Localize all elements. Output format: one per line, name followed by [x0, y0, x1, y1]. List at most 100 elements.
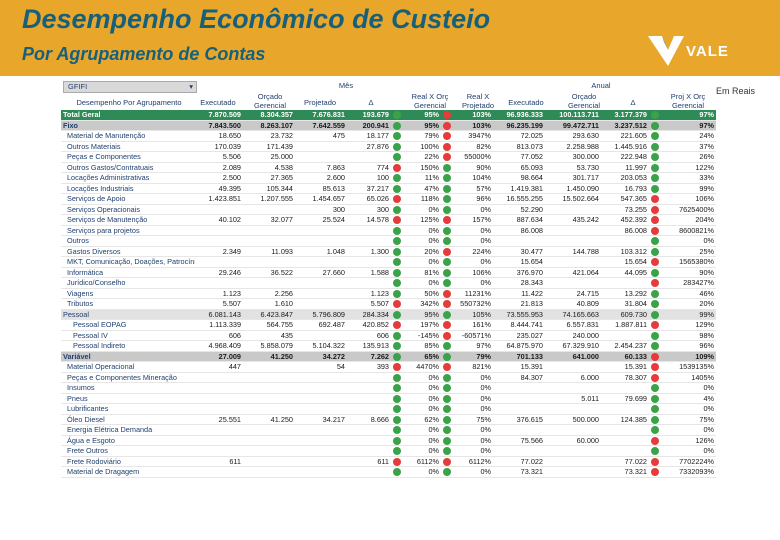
cell-orc: 5.858.079: [243, 340, 295, 352]
status-cell: [649, 340, 661, 352]
green-status-dot-icon: [651, 331, 659, 340]
cell-exec: 2.089: [195, 162, 243, 173]
cell-orc_a: 641.000: [545, 351, 601, 362]
filter-dropdown[interactable]: GFIFI ▾: [63, 81, 197, 93]
green-status-dot-icon: [443, 205, 451, 214]
status-cell: [441, 414, 453, 425]
cell-delta_a: 1.445.916: [601, 141, 649, 152]
cell-exec_a: 72.025: [493, 130, 545, 142]
col-exec-header: Executado: [200, 98, 236, 107]
page-subtitle: Por Agrupamento de Contas: [22, 44, 266, 64]
cell-realxp: 550732%: [453, 298, 493, 310]
cell-exec: 49.395: [195, 183, 243, 194]
row-label: Pessoal EOPAG: [61, 319, 195, 331]
red-status-dot-icon: [651, 258, 659, 267]
status-cell: [649, 414, 661, 425]
cell-orc: [243, 466, 295, 478]
cell-delta: 8.666: [347, 414, 391, 425]
cell-realx: 0%: [403, 225, 441, 236]
cell-exec_a: 11.422: [493, 288, 545, 299]
green-status-dot-icon: [443, 468, 451, 477]
status-cell: [391, 120, 403, 131]
cell-delta: [347, 372, 391, 383]
green-status-dot-icon: [651, 132, 659, 141]
status-cell: [391, 141, 403, 152]
cell-realxp: 0%: [453, 466, 493, 478]
cell-proj: 54: [295, 361, 347, 373]
status-cell: [649, 204, 661, 215]
cell-exec: [195, 235, 243, 247]
cell-orc: 4.538: [243, 162, 295, 173]
cell-orc_a: 240.000: [545, 330, 601, 341]
cell-realxp: 55000%: [453, 151, 493, 163]
cell-realxp: 224%: [453, 246, 493, 257]
cell-realxp: 0%: [453, 204, 493, 215]
cell-delta: 1.123: [347, 288, 391, 299]
cell-exec_a: 73.321: [493, 466, 545, 478]
cell-orc_a: 2.258.988: [545, 141, 601, 152]
status-cell: [441, 340, 453, 352]
cell-proj: [295, 424, 347, 436]
cell-realxp: -60571%: [453, 330, 493, 341]
cell-orc: [243, 372, 295, 383]
cell-proja: 0%: [661, 382, 716, 394]
cell-delta_a: [601, 382, 649, 394]
table-row: Material Operacional 447 54 393 4470% 821% 15.…: [61, 361, 716, 373]
cell-delta: 774: [347, 162, 391, 173]
table-row: Fixo 7.843.500 8.263.107 7.642.559 200.941 95…: [61, 120, 716, 131]
green-status-dot-icon: [393, 247, 401, 256]
logo-text: VALE: [686, 43, 729, 60]
cell-orc: 171.439: [243, 141, 295, 152]
cell-delta_a: 452.392: [601, 214, 649, 226]
row-label: Lubrificantes: [61, 403, 195, 415]
cell-exec_a: [493, 445, 545, 457]
green-status-dot-icon: [393, 289, 401, 298]
green-status-dot-icon: [443, 405, 451, 414]
cell-realxp: 0%: [453, 424, 493, 436]
cell-proj: 25.524: [295, 214, 347, 226]
cell-exec_a: 75.566: [493, 435, 545, 446]
cell-proja: 75%: [661, 414, 716, 425]
col-proja-header: Proj X Orç Gerencial: [670, 92, 706, 110]
status-cell: [649, 456, 661, 467]
cell-delta_a: 44.095: [601, 267, 649, 278]
row-label: Outros Gastos/Contratuais: [61, 162, 195, 173]
cell-orc_a: [545, 382, 601, 394]
cell-orc_a: 1.450.090: [545, 183, 601, 194]
report-sheet: GFIFI ▾ Mês Anual Desempenho Por Agrupam…: [61, 80, 716, 540]
cell-delta: [347, 466, 391, 478]
cell-realx: 0%: [403, 277, 441, 289]
cell-orc_a: 74.165.663: [545, 309, 601, 320]
cell-realx: 0%: [403, 204, 441, 215]
status-cell: [649, 120, 661, 131]
table-row: Locações Industriais 49.395 105.344 85.613 3…: [61, 183, 716, 194]
cell-delta_a: 124.385: [601, 414, 649, 425]
red-status-dot-icon: [443, 331, 451, 340]
status-cell: [649, 225, 661, 236]
cell-proja: 24%: [661, 130, 716, 142]
cell-delta_a: [601, 235, 649, 247]
cell-realx: 65%: [403, 351, 441, 362]
cell-realxp: 11231%: [453, 288, 493, 299]
table-row: Material de Dragagem 0% 0% 73.321 73.321 7332…: [61, 466, 716, 478]
cell-delta: [347, 225, 391, 236]
status-cell: [391, 214, 403, 226]
table-row: Jurídico/Conselho 0% 0% 28.343 283427%: [61, 277, 716, 289]
cell-exec: 40.102: [195, 214, 243, 226]
green-status-dot-icon: [393, 184, 401, 193]
cell-exec: 2.500: [195, 172, 243, 184]
col-delta-header: Δ: [368, 98, 374, 107]
table-row: Variável 27.009 41.250 34.272 7.262 65% 79% 701…: [61, 351, 716, 362]
cell-proja: 0%: [661, 424, 716, 436]
cell-exec: 611: [195, 456, 243, 467]
green-status-dot-icon: [393, 142, 401, 151]
cell-delta_a: 73.255: [601, 204, 649, 215]
col-orc-a-header: Orçado Gerencial: [567, 92, 601, 110]
row-label: Viagens: [61, 288, 195, 299]
red-status-dot-icon: [393, 363, 401, 372]
cell-exec: 27.009: [195, 351, 243, 362]
cell-orc_a: 99.472.711: [545, 120, 601, 131]
cell-proj: 34.272: [295, 351, 347, 362]
cell-orc: 41.250: [243, 351, 295, 362]
cell-realxp: 0%: [453, 403, 493, 415]
